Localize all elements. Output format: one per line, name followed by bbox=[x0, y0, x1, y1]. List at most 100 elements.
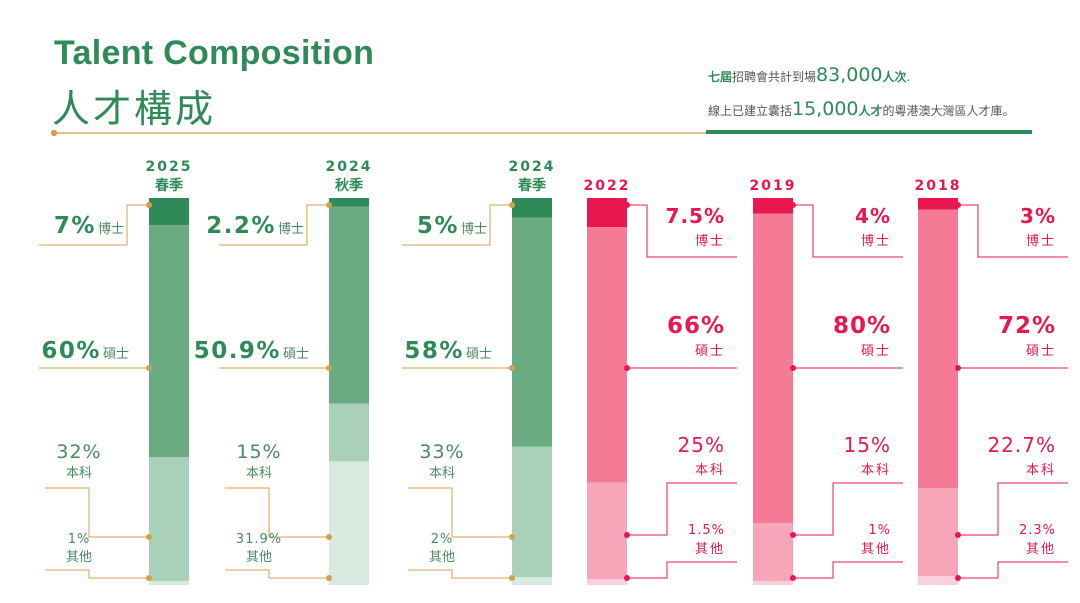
label-other-name-2: 其他 bbox=[246, 550, 272, 565]
bar-segment-phd-2 bbox=[329, 198, 369, 207]
summary-text-b: 線上已建立囊括 bbox=[708, 104, 793, 118]
summary-period: . bbox=[906, 70, 911, 84]
leader-dot-other-4 bbox=[624, 575, 630, 581]
label-other-name-3: 其他 bbox=[429, 550, 455, 565]
leader-other-5 bbox=[793, 561, 903, 579]
label-phd-pct-6: 3% bbox=[1020, 204, 1056, 228]
leader-bachelor-3 bbox=[408, 487, 512, 538]
bar-segment-master-6 bbox=[918, 209, 958, 489]
leader-dot-master-5 bbox=[790, 365, 796, 371]
label-bachelor-name-6: 本科 bbox=[1026, 463, 1056, 478]
bar-segment-bachelor-6 bbox=[918, 488, 958, 577]
leader-dot-bachelor-2 bbox=[326, 534, 332, 540]
leader-other-3 bbox=[408, 569, 512, 579]
label-phd-name-6: 博士 bbox=[1026, 234, 1056, 249]
bar-segment-bachelor-1 bbox=[149, 457, 189, 582]
bar-segment-other-1 bbox=[149, 581, 189, 585]
bar-segment-phd-5 bbox=[753, 198, 793, 214]
summary-talent-label: 人才 bbox=[858, 104, 883, 118]
leader-dot-other-2 bbox=[326, 575, 332, 581]
leader-dot-master-2 bbox=[326, 365, 332, 371]
label-phd-name-5: 博士 bbox=[861, 234, 891, 249]
bar-segment-bachelor-5 bbox=[753, 523, 793, 582]
label-bachelor-name-3: 本科 bbox=[429, 466, 455, 481]
bar-segment-other-6 bbox=[918, 576, 958, 585]
leader-dot-other-3 bbox=[509, 575, 515, 581]
leader-dot-phd-1 bbox=[146, 202, 152, 208]
bar-segment-master-3 bbox=[512, 217, 552, 447]
bar-segment-other-4 bbox=[587, 579, 627, 585]
label-phd-1: 7% 博士 bbox=[54, 213, 124, 239]
leader-bachelor-4 bbox=[627, 482, 737, 536]
label-bachelor-name-1: 本科 bbox=[66, 466, 92, 481]
label-master-2: 50.9% 碩士 bbox=[194, 338, 309, 364]
bar-year-label-4: 2022 bbox=[584, 178, 631, 194]
bar-year-label-5: 2019 bbox=[750, 178, 797, 194]
label-master-pct-5: 80% bbox=[833, 313, 891, 339]
leader-dot-phd-3 bbox=[509, 202, 515, 208]
leader-phd-5 bbox=[793, 204, 903, 258]
leader-phd-6 bbox=[958, 204, 1068, 258]
leader-dot-bachelor-3 bbox=[509, 534, 515, 540]
label-other-name-4: 其他 bbox=[695, 542, 725, 557]
leader-dot-phd-5 bbox=[790, 202, 796, 208]
summary-text-a: 招聘會共計到場 bbox=[732, 70, 817, 84]
leader-bachelor-2 bbox=[225, 487, 329, 538]
label-other-name-1: 其他 bbox=[66, 550, 92, 565]
bar-segment-phd-4 bbox=[587, 198, 627, 228]
leader-bachelor-1 bbox=[45, 487, 149, 538]
leader-dot-master-6 bbox=[955, 365, 961, 371]
leader-bachelor-5 bbox=[793, 482, 903, 536]
label-bachelor-pct-3: 33% bbox=[419, 441, 464, 463]
label-other-pct-2: 31.9% bbox=[236, 532, 282, 547]
label-other-name-6: 其他 bbox=[1026, 542, 1056, 557]
bar-segment-master-4 bbox=[587, 227, 627, 483]
leader-dot-phd-6 bbox=[955, 202, 961, 208]
label-phd-2: 2.2% 博士 bbox=[206, 213, 304, 239]
bar-segment-master-2 bbox=[329, 206, 369, 404]
bar-segment-phd-3 bbox=[512, 198, 552, 218]
leader-dot-master-3 bbox=[509, 365, 515, 371]
leader-dot-bachelor-1 bbox=[146, 534, 152, 540]
leader-dot-bachelor-5 bbox=[790, 532, 796, 538]
header-divider-dot bbox=[50, 129, 58, 137]
bar-season-label-3: 春季 bbox=[517, 177, 546, 194]
label-master-pct-6: 72% bbox=[998, 313, 1056, 339]
leader-dot-bachelor-6 bbox=[955, 532, 961, 538]
leader-dot-bachelor-4 bbox=[624, 532, 630, 538]
bar-season-label-1: 春季 bbox=[154, 177, 183, 194]
bar-season-label-2: 秋季 bbox=[335, 177, 363, 194]
page-title-zh: 人才構成 bbox=[52, 87, 217, 131]
label-master-3: 58% 碩士 bbox=[404, 338, 492, 364]
label-bachelor-pct-4: 25% bbox=[678, 433, 725, 457]
summary-sessions: 七屆 bbox=[708, 70, 733, 84]
leader-dot-master-1 bbox=[146, 365, 152, 371]
summary-line-2: 線上已建立囊括15,000人才的粵港澳大灣區人才庫。 bbox=[708, 98, 1015, 120]
bar-year-label-2: 2024 bbox=[326, 159, 373, 175]
label-bachelor-pct-1: 32% bbox=[56, 441, 101, 463]
leader-phd-4 bbox=[627, 204, 737, 258]
label-other-pct-1: 1% bbox=[68, 532, 91, 547]
leader-other-2 bbox=[225, 569, 329, 579]
page-title-en: Talent Composition bbox=[54, 34, 375, 72]
bar-year-label-3: 2024 bbox=[509, 159, 556, 175]
label-master-1: 60% 碩士 bbox=[41, 338, 129, 364]
summary-attendance-number: 83,000 bbox=[816, 64, 883, 86]
label-other-pct-5: 1% bbox=[868, 523, 891, 538]
label-phd-name-4: 博士 bbox=[695, 234, 725, 249]
label-master-name-5: 碩士 bbox=[861, 344, 891, 359]
label-phd-pct-5: 4% bbox=[855, 204, 891, 228]
leader-phd-1 bbox=[39, 204, 149, 246]
bar-segment-master-5 bbox=[753, 213, 793, 524]
summary-line-1: 七屆招聘會共計到場83,000人次. bbox=[708, 64, 910, 86]
label-other-pct-6: 2.3% bbox=[1019, 523, 1056, 538]
bar-year-label-1: 2025 bbox=[146, 159, 193, 175]
leader-phd-3 bbox=[402, 204, 512, 246]
label-master-pct-4: 66% bbox=[667, 313, 725, 339]
bar-segment-phd-6 bbox=[918, 198, 958, 210]
bar-segment-bachelor-4 bbox=[587, 482, 627, 580]
bar-year-label-6: 2018 bbox=[915, 178, 962, 194]
label-bachelor-pct-2: 15% bbox=[236, 441, 281, 463]
leader-dot-phd-4 bbox=[624, 202, 630, 208]
